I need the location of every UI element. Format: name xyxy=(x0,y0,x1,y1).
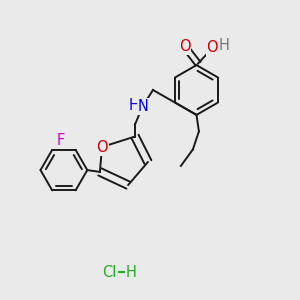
Text: O: O xyxy=(96,140,108,154)
Text: H: H xyxy=(219,38,230,53)
Text: O: O xyxy=(179,39,190,54)
Text: F: F xyxy=(56,133,64,148)
Text: N: N xyxy=(138,99,148,114)
Text: H: H xyxy=(129,98,140,113)
Text: Cl: Cl xyxy=(102,265,117,280)
Text: O: O xyxy=(207,40,218,56)
Text: H: H xyxy=(126,265,137,280)
